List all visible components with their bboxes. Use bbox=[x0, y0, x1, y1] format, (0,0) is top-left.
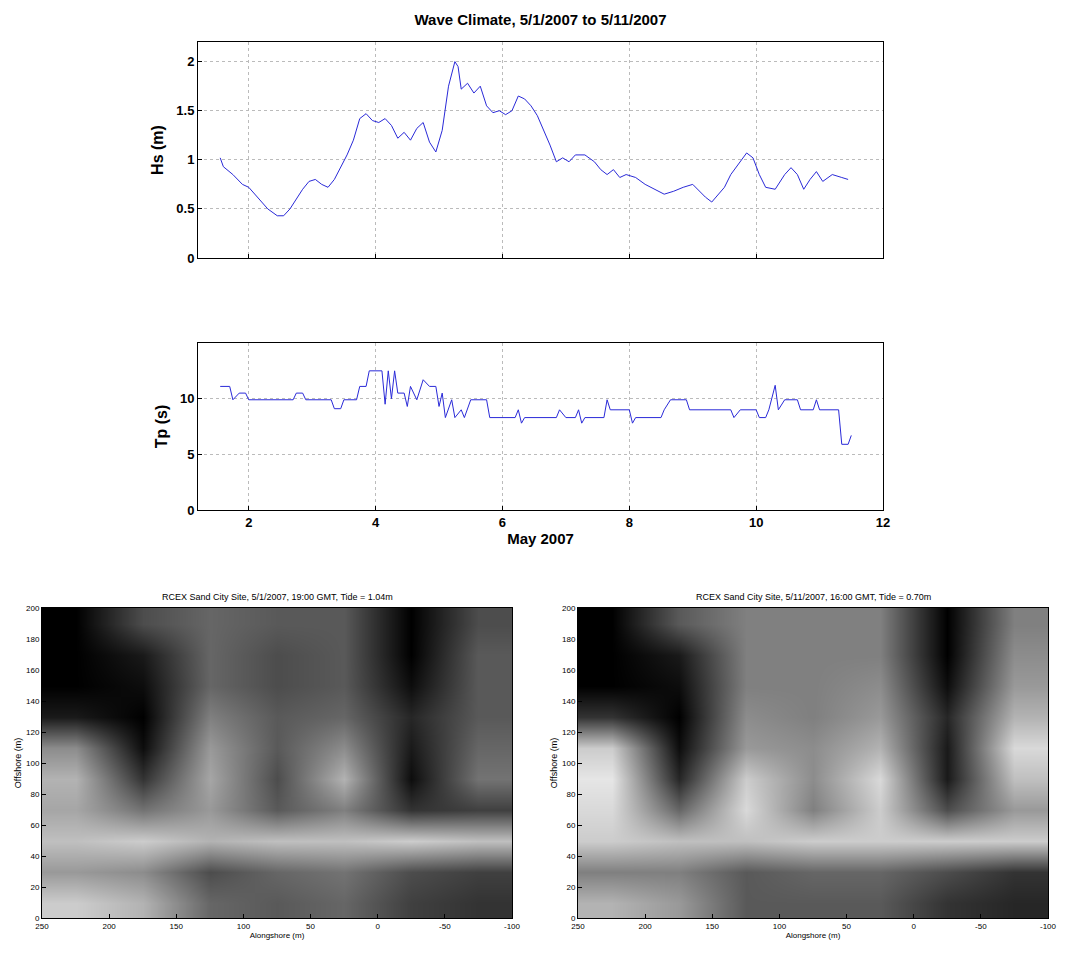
svg-text:160: 160 bbox=[562, 666, 576, 675]
svg-text:-50: -50 bbox=[975, 922, 987, 931]
svg-text:150: 150 bbox=[706, 922, 720, 931]
svg-text:100: 100 bbox=[26, 759, 40, 768]
svg-text:100: 100 bbox=[773, 922, 787, 931]
svg-text:12: 12 bbox=[876, 515, 890, 530]
svg-text:140: 140 bbox=[26, 697, 40, 706]
svg-text:140: 140 bbox=[562, 697, 576, 706]
svg-text:50: 50 bbox=[306, 922, 315, 931]
svg-text:250: 250 bbox=[35, 922, 49, 931]
svg-text:20: 20 bbox=[566, 883, 575, 892]
svg-text:Alongshore (m): Alongshore (m) bbox=[250, 931, 305, 940]
svg-text:8: 8 bbox=[626, 515, 633, 530]
svg-text:May 2007: May 2007 bbox=[507, 530, 574, 547]
svg-text:200: 200 bbox=[638, 922, 652, 931]
svg-text:80: 80 bbox=[566, 790, 575, 799]
svg-text:Alongshore (m): Alongshore (m) bbox=[786, 931, 841, 940]
svg-text:RCEX Sand City Site, 5/1/2007,: RCEX Sand City Site, 5/1/2007, 19:00 GMT… bbox=[162, 592, 393, 602]
svg-text:Hs (m): Hs (m) bbox=[149, 125, 166, 175]
svg-text:250: 250 bbox=[571, 922, 585, 931]
svg-text:-50: -50 bbox=[439, 922, 451, 931]
svg-text:-100: -100 bbox=[1040, 922, 1057, 931]
svg-text:6: 6 bbox=[499, 515, 506, 530]
svg-text:0: 0 bbox=[187, 503, 194, 518]
svg-text:0: 0 bbox=[375, 922, 380, 931]
svg-text:60: 60 bbox=[30, 821, 39, 830]
svg-text:100: 100 bbox=[237, 922, 251, 931]
svg-text:1: 1 bbox=[187, 152, 194, 167]
svg-text:60: 60 bbox=[566, 821, 575, 830]
svg-text:150: 150 bbox=[170, 922, 184, 931]
svg-text:0: 0 bbox=[571, 914, 576, 923]
svg-text:200: 200 bbox=[102, 922, 116, 931]
svg-text:2: 2 bbox=[245, 515, 252, 530]
svg-text:1.5: 1.5 bbox=[176, 103, 194, 118]
svg-text:0: 0 bbox=[187, 251, 194, 266]
svg-text:200: 200 bbox=[26, 604, 40, 613]
svg-text:120: 120 bbox=[26, 728, 40, 737]
svg-text:180: 180 bbox=[26, 635, 40, 644]
svg-text:40: 40 bbox=[566, 852, 575, 861]
svg-text:Offshore (m): Offshore (m) bbox=[549, 738, 559, 788]
svg-text:40: 40 bbox=[30, 852, 39, 861]
svg-text:120: 120 bbox=[562, 728, 576, 737]
svg-text:RCEX Sand City Site, 5/11/2007: RCEX Sand City Site, 5/11/2007, 16:00 GM… bbox=[696, 592, 931, 602]
svg-text:10: 10 bbox=[749, 515, 763, 530]
svg-text:2: 2 bbox=[187, 54, 194, 69]
svg-text:0: 0 bbox=[911, 922, 916, 931]
svg-text:160: 160 bbox=[26, 666, 40, 675]
svg-text:0: 0 bbox=[35, 914, 40, 923]
svg-text:5: 5 bbox=[187, 447, 194, 462]
svg-text:0.5: 0.5 bbox=[176, 201, 194, 216]
svg-text:20: 20 bbox=[30, 883, 39, 892]
svg-text:10: 10 bbox=[180, 391, 194, 406]
svg-text:200: 200 bbox=[562, 604, 576, 613]
svg-text:Wave Climate, 5/1/2007 to 5/11: Wave Climate, 5/1/2007 to 5/11/2007 bbox=[414, 11, 666, 28]
svg-text:-100: -100 bbox=[504, 922, 521, 931]
svg-text:Offshore (m): Offshore (m) bbox=[13, 738, 23, 788]
svg-text:50: 50 bbox=[842, 922, 851, 931]
svg-text:4: 4 bbox=[372, 515, 380, 530]
svg-text:180: 180 bbox=[562, 635, 576, 644]
svg-text:Tp (s): Tp (s) bbox=[153, 405, 170, 449]
svg-text:100: 100 bbox=[562, 759, 576, 768]
svg-text:80: 80 bbox=[30, 790, 39, 799]
